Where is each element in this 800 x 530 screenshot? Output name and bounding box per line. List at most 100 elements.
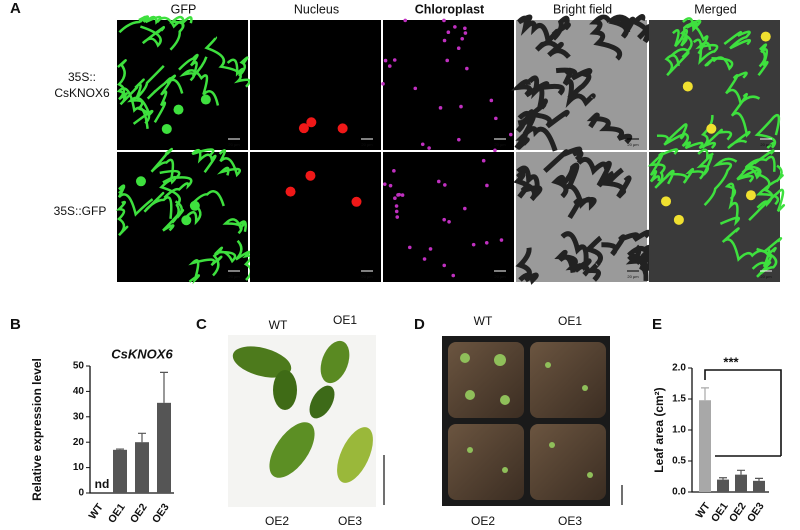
micrograph	[250, 152, 381, 282]
nucleus	[135, 176, 146, 187]
photo-label: WT	[269, 318, 288, 332]
y-tick-label: 40	[73, 386, 85, 397]
cell-wall	[535, 40, 571, 59]
error-bar	[719, 477, 727, 480]
cell-wall	[601, 229, 651, 257]
cell-wall	[754, 113, 781, 149]
y-axis-label: Relative expression level	[30, 358, 44, 501]
y-tick-label: 10	[73, 462, 85, 473]
chloroplast	[413, 86, 418, 91]
chloroplast	[484, 240, 489, 245]
cell-wall	[627, 248, 653, 281]
cell-wall	[117, 184, 154, 217]
cell-wall	[681, 132, 717, 150]
cell-wall	[150, 147, 175, 182]
bar	[717, 479, 729, 492]
cell-wall	[586, 112, 633, 145]
nucleus	[682, 81, 693, 92]
y-tick-label: 30	[73, 411, 85, 422]
chloroplast	[456, 46, 461, 51]
panel-label: D	[414, 316, 425, 333]
chloroplast	[442, 38, 447, 43]
row-label: CsKNOX6	[54, 86, 110, 100]
cell-wall	[212, 246, 237, 277]
cell-wall	[544, 15, 571, 45]
cell-wall	[153, 74, 177, 123]
micrograph	[117, 152, 248, 282]
cell-wall	[179, 69, 220, 106]
chloroplast	[400, 193, 405, 197]
cell-wall	[741, 149, 775, 180]
chloroplast	[403, 18, 408, 23]
chloroplast	[459, 104, 463, 109]
chloroplast	[436, 179, 441, 184]
scale-bar-label: 20 μm	[228, 142, 240, 147]
cell-wall	[140, 25, 166, 48]
y-tick-label: 1.5	[672, 394, 686, 405]
scale-bar-label: 20 μm	[627, 274, 639, 279]
cell-wall	[511, 79, 565, 98]
cell-wall	[178, 53, 208, 78]
chloroplast	[443, 183, 447, 187]
nucleus	[306, 117, 317, 128]
cell-wall	[520, 75, 548, 126]
cell-wall	[515, 247, 539, 285]
bar	[753, 480, 765, 492]
bar	[157, 402, 171, 493]
photo-label: WT	[474, 314, 493, 328]
cell-wall	[226, 56, 249, 77]
chloroplast	[481, 158, 486, 163]
chloroplast	[445, 58, 450, 63]
cell-wall	[562, 183, 597, 220]
annotation: ***	[723, 354, 739, 369]
error-bar	[116, 448, 124, 450]
photo-label: OE3	[558, 514, 582, 528]
photo-label: OE2	[471, 514, 495, 528]
cell-wall	[562, 67, 596, 108]
y-tick-label: 0.0	[672, 487, 686, 498]
cell-wall	[576, 156, 615, 188]
plant-photo	[228, 335, 385, 507]
x-tick-label: OE2	[128, 501, 150, 525]
nucleus	[337, 123, 348, 134]
nucleus	[745, 190, 756, 201]
nucleus	[189, 200, 200, 211]
chloroplast	[451, 273, 456, 278]
y-tick-label: 50	[73, 361, 85, 372]
panel-label: B	[10, 316, 21, 333]
cell-wall	[551, 162, 580, 199]
cell-wall	[127, 96, 154, 125]
cell-wall	[555, 67, 593, 101]
chloroplast	[499, 238, 504, 242]
cell-wall	[516, 165, 543, 201]
cell-wall	[755, 164, 784, 206]
chloroplast	[428, 247, 433, 251]
chloroplast	[494, 116, 498, 121]
scale-bar-label: 20 μm	[494, 142, 506, 147]
column-header: Chloroplast	[415, 2, 485, 16]
cell-wall	[704, 56, 734, 71]
chloroplast	[427, 146, 431, 150]
chloroplast	[442, 18, 446, 23]
micrograph	[250, 20, 381, 150]
chloroplast	[453, 25, 457, 29]
cell-wall	[159, 169, 193, 199]
scale-bar-label: 20 μm	[361, 142, 373, 147]
photo-label: OE3	[338, 514, 362, 528]
chloroplast	[463, 206, 467, 211]
nucleus	[706, 123, 717, 134]
chloroplast	[489, 98, 494, 103]
micrograph	[516, 152, 647, 282]
cell-wall	[762, 237, 783, 268]
cell-wall	[222, 218, 247, 235]
cell-wall	[649, 148, 679, 183]
cell-wall	[696, 148, 714, 176]
error-bar	[755, 477, 763, 481]
chloroplast	[381, 82, 385, 86]
cell-wall	[692, 38, 719, 65]
scale-bar-label: 20 μm	[627, 142, 639, 147]
chloroplast	[420, 142, 425, 147]
chloroplast	[388, 183, 393, 188]
y-axis-label: Leaf area (cm²)	[652, 387, 666, 472]
